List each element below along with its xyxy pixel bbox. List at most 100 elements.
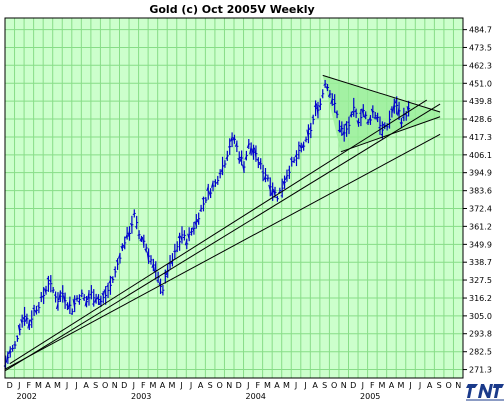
price-bar-open-tick: [17, 324, 21, 333]
x-axis-month-label: J: [17, 381, 20, 390]
price-bar-open-tick: [208, 191, 212, 197]
price-bar-open-tick: [206, 186, 209, 192]
price-bar-open-tick: [294, 154, 297, 158]
price-bar-open-tick: [94, 297, 97, 303]
price-bar-open-tick: [134, 225, 137, 228]
x-axis-month-label: D: [350, 381, 356, 390]
price-bar-open-tick: [110, 276, 114, 280]
price-bar-open-tick: [27, 320, 30, 329]
price-bar-open-tick: [115, 260, 118, 263]
price-bar-open-tick: [256, 158, 259, 162]
price-bar-open-tick: [220, 168, 224, 173]
price-bar-open-tick: [72, 298, 76, 309]
price-bar-open-tick: [253, 147, 257, 158]
price-bar-open-tick: [55, 303, 59, 310]
price-bar-open-tick: [158, 280, 162, 286]
price-bar-open-tick: [244, 155, 247, 160]
x-axis-month-label: A: [160, 381, 166, 390]
price-bar-open-tick: [153, 263, 157, 273]
y-axis-tick-label: 361.2: [469, 222, 492, 231]
y-axis-tick-label: 484.7: [469, 26, 492, 35]
price-bar-open-tick: [151, 263, 154, 268]
y-axis-tick-label: 417.3: [469, 133, 492, 142]
x-axis-month-label: J: [65, 381, 68, 390]
x-axis-month-label: O: [102, 381, 108, 390]
price-bar-open-tick: [184, 239, 188, 246]
y-axis-tick-label: 406.1: [469, 151, 492, 160]
price-bar-open-tick: [82, 297, 85, 301]
price-bar-open-tick: [344, 123, 348, 127]
x-axis-month-label: N: [455, 381, 461, 390]
x-axis-month-label: M: [398, 381, 405, 390]
price-bar-open-tick: [299, 144, 302, 149]
price-bar-open-tick: [335, 111, 338, 115]
price-bar-open-tick: [58, 291, 61, 301]
price-bar-open-tick: [144, 248, 147, 252]
price-bar-open-tick: [75, 298, 78, 300]
x-axis-month-label: S: [208, 381, 213, 390]
price-bar-open-tick: [251, 148, 255, 158]
plot-border: [4, 17, 464, 379]
price-bar-open-tick: [80, 295, 83, 297]
x-axis-month-label: F: [256, 381, 261, 390]
price-bar-open-tick: [46, 277, 49, 280]
price-bar-open-tick: [84, 299, 88, 307]
y-axis-tick-label: 327.5: [469, 276, 492, 285]
price-bar-open-tick: [120, 245, 123, 250]
tnt-logo-icon: [466, 380, 504, 402]
x-axis-month-label: J: [294, 381, 297, 390]
price-bar-open-tick: [44, 288, 47, 294]
x-axis-year-label: 2004: [246, 392, 266, 401]
x-axis-month-label: J: [361, 381, 364, 390]
x-axis-month-label: O: [217, 381, 223, 390]
x-axis-month-label: J: [303, 381, 306, 390]
price-bar-open-tick: [225, 156, 228, 160]
price-bar-open-tick: [337, 129, 340, 132]
price-bar-open-tick: [237, 158, 240, 161]
price-bar-open-tick: [306, 129, 309, 139]
price-bar-open-tick: [161, 291, 164, 294]
y-axis-tick-label: 338.7: [469, 258, 492, 267]
y-axis-tick-label: 383.6: [469, 187, 492, 196]
price-bar-open-tick: [204, 197, 207, 199]
x-axis-month-label: A: [312, 381, 318, 390]
price-bar-open-tick: [263, 175, 266, 181]
price-bar-open-tick: [96, 295, 99, 300]
x-axis-month-label: J: [189, 381, 192, 390]
price-bar-open-tick: [278, 191, 281, 194]
price-bar-open-tick: [239, 155, 243, 162]
x-axis-month-label: A: [45, 381, 51, 390]
y-axis-tick-label: 305.0: [469, 312, 492, 321]
price-bar-open-tick: [297, 153, 300, 156]
price-bar-open-tick: [332, 103, 336, 106]
price-bar-open-tick: [194, 221, 197, 227]
price-bar-open-tick: [361, 108, 364, 116]
price-bar-open-tick: [292, 160, 295, 163]
x-axis-month-label: D: [236, 381, 242, 390]
price-bar-open-tick: [122, 244, 126, 249]
price-bar-open-tick: [215, 181, 219, 184]
x-axis-month-label: M: [54, 381, 61, 390]
price-bar-open-tick: [301, 142, 305, 148]
x-axis-month-label: A: [427, 381, 433, 390]
price-bar-open-tick: [308, 126, 312, 130]
price-bar-open-tick: [86, 292, 90, 301]
x-axis-month-label: N: [341, 381, 347, 390]
price-bar-open-tick: [103, 289, 107, 297]
price-bar-open-tick: [273, 189, 276, 197]
price-bar-open-tick: [342, 130, 345, 136]
price-bar-open-tick: [232, 136, 235, 142]
price-bar-open-tick: [199, 209, 202, 212]
y-axis-tick-label: 428.6: [469, 115, 492, 124]
price-bar-open-tick: [370, 108, 374, 114]
price-bar-open-tick: [5, 353, 9, 363]
x-axis-month-label: S: [322, 381, 327, 390]
x-axis-month-label: M: [169, 381, 176, 390]
x-axis-month-label: F: [27, 381, 32, 390]
price-bar-open-tick: [268, 184, 271, 191]
price-bar-open-tick: [284, 175, 288, 180]
price-bar-open-tick: [67, 300, 71, 310]
price-bar-open-tick: [108, 279, 111, 284]
y-axis-tick-label: 349.9: [469, 240, 492, 249]
